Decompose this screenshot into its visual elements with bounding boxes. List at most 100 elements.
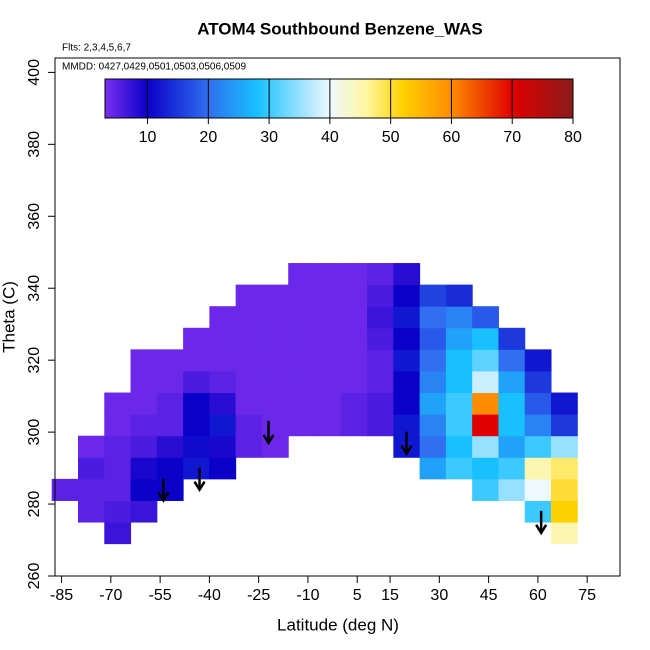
heat-cell <box>130 435 158 458</box>
heat-cell <box>419 457 447 480</box>
heat-cell <box>445 349 473 372</box>
heat-cell <box>340 392 368 415</box>
colorbar-tick-label: 20 <box>199 129 217 146</box>
heat-cell <box>130 414 158 437</box>
heat-cell <box>498 414 526 437</box>
heat-cell <box>445 414 473 437</box>
y-tick-label: 360 <box>26 203 43 230</box>
chart-title: ATOM4 Southbound Benzene_WAS <box>197 19 483 38</box>
heat-cell <box>77 500 105 523</box>
heat-cell <box>261 349 289 372</box>
x-tick-label: -25 <box>247 587 270 604</box>
y-tick-label: 320 <box>26 347 43 374</box>
heat-cell <box>393 370 421 394</box>
heat-cell <box>367 284 394 307</box>
heat-cell <box>445 392 473 415</box>
heat-cell <box>340 414 368 437</box>
heat-cell <box>393 392 421 415</box>
heat-cell <box>235 392 263 415</box>
heat-cell <box>393 327 421 350</box>
heat-cell <box>288 327 316 350</box>
heat-cell <box>419 327 447 350</box>
heat-cell <box>77 435 105 458</box>
x-tick-label: 15 <box>381 587 399 604</box>
heat-cell <box>130 478 158 501</box>
heat-cell <box>261 306 289 329</box>
heat-cell <box>524 500 552 523</box>
heat-cell <box>472 457 499 480</box>
heat-cell <box>445 370 473 394</box>
heat-cell <box>314 263 342 286</box>
heat-cell <box>314 284 342 307</box>
heat-cell <box>77 457 105 480</box>
colorbar-tick-label: 70 <box>503 129 521 146</box>
heat-cell <box>104 478 132 501</box>
heat-cell <box>288 306 316 329</box>
x-tick-label: -10 <box>296 587 319 604</box>
colorbar-tick-label: 60 <box>443 129 461 146</box>
heat-cell <box>472 349 499 372</box>
heat-cell <box>314 327 342 350</box>
heat-cell <box>235 284 263 307</box>
heat-cell <box>524 349 552 372</box>
heat-cell <box>261 284 289 307</box>
heat-cell <box>130 392 158 415</box>
heat-cell <box>156 370 184 394</box>
arrow-head <box>262 434 275 446</box>
y-tick-label: 260 <box>26 563 43 590</box>
heat-cell <box>340 306 368 329</box>
heat-cell <box>551 478 578 501</box>
x-tick-label: 30 <box>430 587 448 604</box>
heat-cell <box>419 392 447 415</box>
heat-cell <box>445 306 473 329</box>
heat-cell <box>104 522 132 545</box>
heat-cell <box>261 327 289 350</box>
heat-cell <box>235 370 263 394</box>
heat-cell <box>340 349 368 372</box>
heat-cell <box>183 327 210 350</box>
heat-cell <box>209 392 237 415</box>
heat-cell <box>524 457 552 480</box>
heat-cell <box>340 284 368 307</box>
y-axis-label: Theta (C) <box>0 281 18 353</box>
heat-cell <box>209 414 237 437</box>
heat-cell <box>551 457 578 480</box>
heat-cell <box>472 414 499 437</box>
heat-cell <box>419 306 447 329</box>
arrow-head <box>535 524 548 536</box>
heat-cell <box>130 370 158 394</box>
heat-cell <box>314 306 342 329</box>
heat-cell <box>367 370 394 394</box>
heat-cell <box>472 327 499 350</box>
heat-cell <box>130 349 158 372</box>
heat-cell <box>524 414 552 437</box>
heat-cell <box>367 327 394 350</box>
heat-cell <box>419 370 447 394</box>
heat-cell <box>288 284 316 307</box>
heat-cell <box>156 414 184 437</box>
heat-cell <box>104 500 132 523</box>
heat-cell <box>393 306 421 329</box>
y-tick-label: 380 <box>26 131 43 158</box>
heat-cell <box>51 478 79 501</box>
heat-cell <box>445 435 473 458</box>
annotation: MMDD: 0427,0429,0501,0503,0506,0509 <box>62 62 246 73</box>
heat-cell <box>419 349 447 372</box>
y-tick-label: 300 <box>26 419 43 446</box>
heat-cell <box>104 457 132 480</box>
arrow-head <box>157 491 170 503</box>
arrow-head <box>193 481 206 493</box>
colorbar-tick-label: 80 <box>564 129 582 146</box>
heat-cell <box>340 263 368 286</box>
heat-cell <box>130 500 158 523</box>
heat-cell <box>314 414 342 437</box>
heat-cell <box>235 414 263 437</box>
heat-cell <box>551 392 578 415</box>
x-tick-label: 75 <box>578 587 596 604</box>
x-tick-label: 60 <box>529 587 547 604</box>
heat-cell <box>314 392 342 415</box>
heat-cell <box>130 457 158 480</box>
heat-cell <box>445 457 473 480</box>
heat-cell <box>419 284 447 307</box>
